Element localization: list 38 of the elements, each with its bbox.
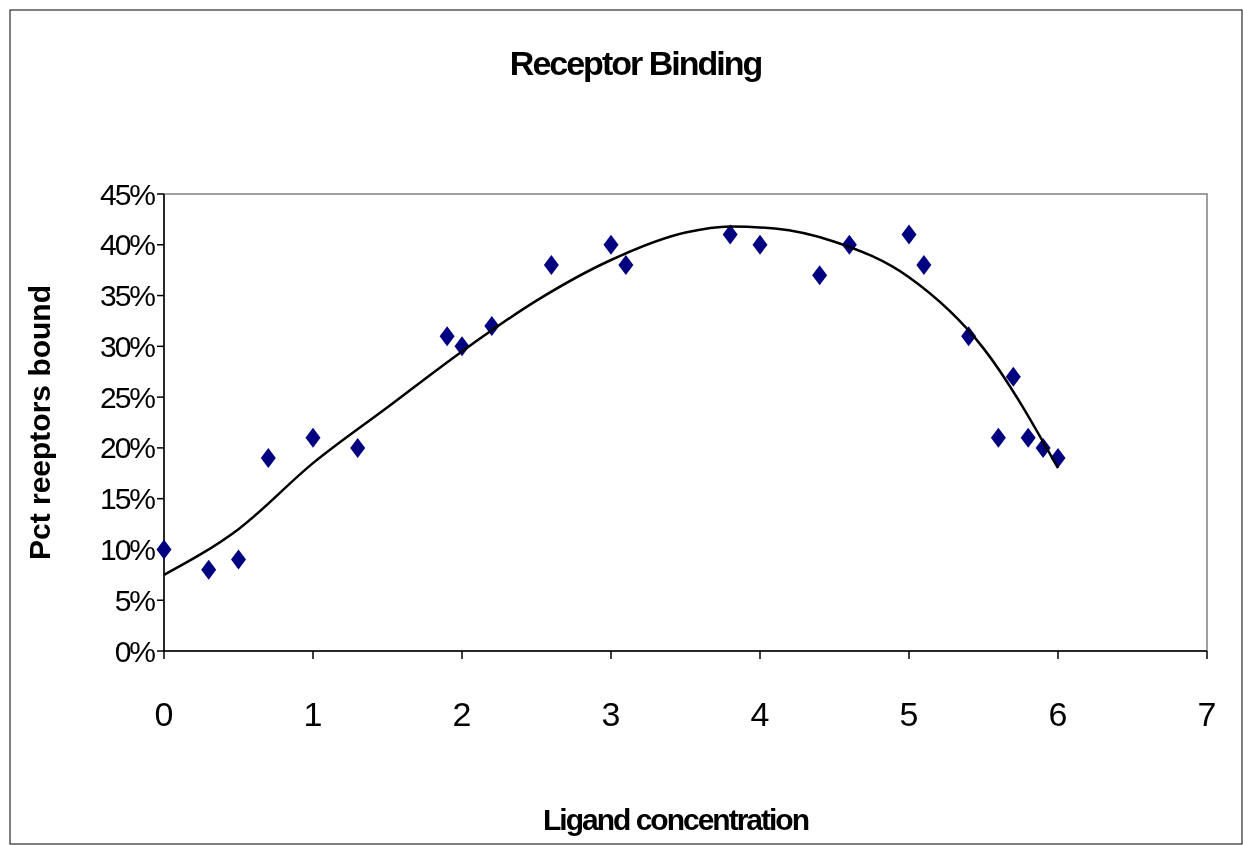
point <box>618 255 634 276</box>
point <box>916 255 932 276</box>
x-tick-label: 7 <box>1197 695 1217 733</box>
y-tick-label: 45% <box>99 177 156 211</box>
x-tick-label: 4 <box>750 695 770 733</box>
y-tick-label: 0% <box>114 634 156 668</box>
point <box>439 326 455 347</box>
y-tick-label: 30% <box>99 329 156 363</box>
y-tick-label: 20% <box>99 431 156 465</box>
point <box>260 448 276 469</box>
point <box>752 234 768 255</box>
x-tick-label: 0 <box>154 695 174 733</box>
point <box>603 234 619 255</box>
y-tick-label: 35% <box>99 279 156 313</box>
y-tick-label: 15% <box>99 482 156 516</box>
x-tick-label: 5 <box>899 695 919 733</box>
point <box>1005 366 1021 387</box>
point <box>231 549 246 570</box>
point <box>990 427 1006 448</box>
point <box>156 539 172 560</box>
chart-title: Receptor Binding <box>509 44 762 82</box>
y-tick-label: 25% <box>99 380 156 414</box>
y-tick-label: 40% <box>99 228 156 262</box>
y-tick-label: 10% <box>99 532 156 566</box>
x-tick-label: 3 <box>601 695 621 733</box>
point <box>901 224 917 245</box>
point <box>201 559 217 580</box>
x-tick-label: 1 <box>303 695 323 733</box>
x-tick-label: 6 <box>1048 695 1068 733</box>
point <box>543 255 559 276</box>
y-tick-label: 5% <box>114 583 156 617</box>
x-tick-label: 2 <box>452 695 472 733</box>
y-axis-title: Pct reeptors bound <box>23 284 56 561</box>
point <box>1020 427 1036 448</box>
point <box>812 265 828 286</box>
point <box>350 437 366 458</box>
x-axis-title: Ligand concentration <box>542 803 809 836</box>
point <box>305 427 321 448</box>
